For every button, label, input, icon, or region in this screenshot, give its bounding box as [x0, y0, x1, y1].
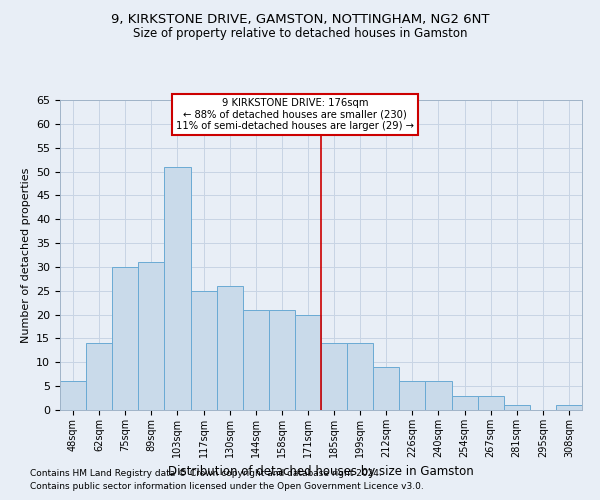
Bar	[112, 267, 139, 410]
Bar	[321, 343, 347, 410]
Text: Contains public sector information licensed under the Open Government Licence v3: Contains public sector information licen…	[30, 482, 424, 491]
Bar	[295, 314, 321, 410]
Text: 9 KIRKSTONE DRIVE: 176sqm
← 88% of detached houses are smaller (230)
11% of semi: 9 KIRKSTONE DRIVE: 176sqm ← 88% of detac…	[176, 98, 414, 131]
Bar	[164, 167, 191, 410]
Bar	[452, 396, 478, 410]
Bar	[504, 405, 530, 410]
Bar	[556, 405, 582, 410]
Bar	[347, 343, 373, 410]
Y-axis label: Number of detached properties: Number of detached properties	[20, 168, 31, 342]
X-axis label: Distribution of detached houses by size in Gamston: Distribution of detached houses by size …	[168, 466, 474, 478]
Text: Contains HM Land Registry data © Crown copyright and database right 2024.: Contains HM Land Registry data © Crown c…	[30, 468, 382, 477]
Bar	[217, 286, 243, 410]
Bar	[191, 291, 217, 410]
Bar	[60, 382, 86, 410]
Bar	[400, 382, 425, 410]
Bar	[139, 262, 164, 410]
Bar	[86, 343, 112, 410]
Bar	[269, 310, 295, 410]
Bar	[373, 367, 400, 410]
Bar	[242, 310, 269, 410]
Text: Size of property relative to detached houses in Gamston: Size of property relative to detached ho…	[133, 28, 467, 40]
Bar	[478, 396, 504, 410]
Bar	[425, 382, 452, 410]
Text: 9, KIRKSTONE DRIVE, GAMSTON, NOTTINGHAM, NG2 6NT: 9, KIRKSTONE DRIVE, GAMSTON, NOTTINGHAM,…	[111, 12, 489, 26]
